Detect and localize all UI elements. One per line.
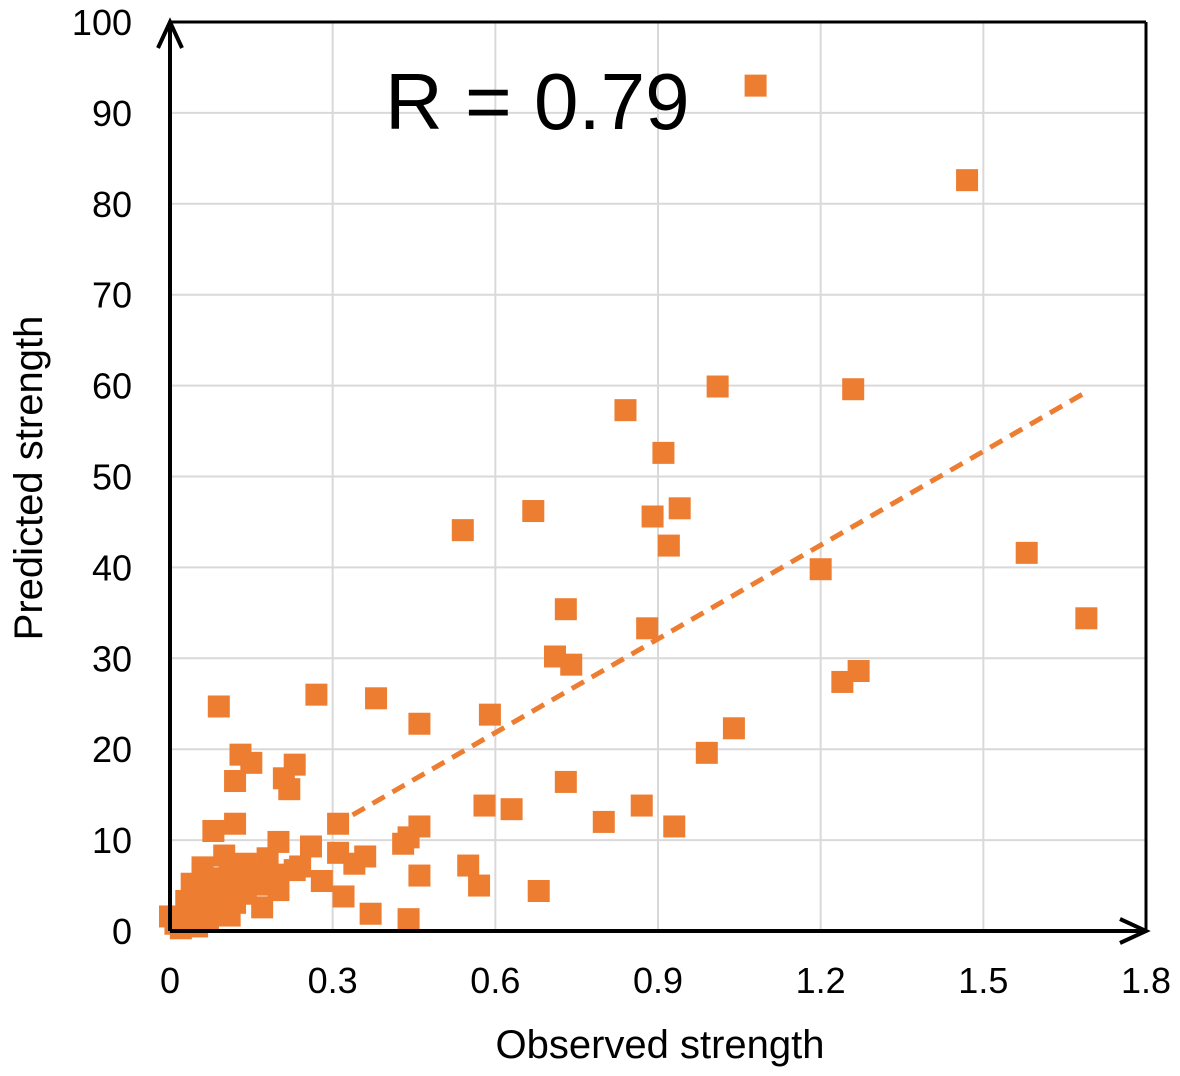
- data-point: [457, 854, 480, 877]
- data-point: [408, 864, 431, 887]
- data-point: [224, 812, 247, 835]
- grid-lines: [170, 22, 1146, 931]
- data-point: [202, 820, 225, 843]
- x-axis-title: Observed strength: [495, 1023, 824, 1067]
- data-point: [196, 880, 219, 903]
- data-point: [359, 902, 382, 925]
- data-point: [289, 855, 312, 878]
- data-point: [630, 794, 653, 817]
- x-tick-label: 1.8: [1121, 960, 1171, 1001]
- data-point: [500, 798, 523, 821]
- data-point: [332, 885, 355, 908]
- data-point: [310, 870, 333, 893]
- data-point: [592, 810, 615, 833]
- data-point: [343, 852, 366, 875]
- data-point: [657, 534, 680, 557]
- data-point: [1075, 607, 1098, 630]
- data-point: [299, 835, 322, 858]
- data-point: [522, 500, 545, 523]
- data-point: [240, 860, 263, 883]
- data-point: [478, 703, 501, 726]
- y-tick-label: 100: [72, 2, 132, 43]
- data-point: [224, 770, 247, 793]
- trendline-layer: [331, 389, 1088, 829]
- data-point: [169, 917, 192, 940]
- data-point: [240, 751, 263, 774]
- data-point: [327, 812, 350, 835]
- y-tick-label: 50: [92, 457, 132, 498]
- y-tick-label: 90: [92, 93, 132, 134]
- data-point: [554, 598, 577, 621]
- data-point: [695, 741, 718, 764]
- data-point: [956, 169, 979, 192]
- y-tick-label: 70: [92, 275, 132, 316]
- data-point: [831, 670, 854, 693]
- tick-labels: 0 0.3 0.6 0.9 1.2 1.5 1.8 0 10 20 30 40 50 60 70 80 90 10…: [72, 2, 1171, 1001]
- y-axis-arrow: [156, 17, 184, 49]
- data-point: [305, 683, 328, 706]
- y-tick-label: 30: [92, 638, 132, 679]
- data-point: [365, 687, 388, 710]
- data-point: [262, 863, 285, 886]
- y-tick-label: 40: [92, 547, 132, 588]
- data-point: [527, 880, 550, 903]
- data-point: [668, 497, 691, 520]
- data-point: [278, 778, 301, 801]
- data-point: [641, 505, 664, 528]
- data-point: [636, 617, 659, 640]
- x-axis-arrow: [1119, 917, 1151, 945]
- data-point: [722, 717, 745, 740]
- data-point: [744, 74, 767, 97]
- data-point: [1015, 541, 1038, 564]
- x-tick-label: 0: [160, 960, 180, 1001]
- data-point: [652, 441, 675, 464]
- x-tick-label: 1.2: [796, 960, 846, 1001]
- data-point: [408, 712, 431, 735]
- data-point: [554, 770, 577, 793]
- data-point: [663, 815, 686, 838]
- data-point: [473, 794, 496, 817]
- data-point: [560, 653, 583, 676]
- data-point: [207, 695, 230, 718]
- y-tick-label: 60: [92, 366, 132, 407]
- axes: [156, 17, 1151, 945]
- correlation-annotation: R = 0.79: [385, 57, 690, 146]
- x-tick-label: 0.9: [633, 960, 683, 1001]
- data-point: [218, 904, 241, 927]
- data-points: [159, 74, 1098, 940]
- y-tick-label: 20: [92, 729, 132, 770]
- data-point: [468, 874, 491, 897]
- trendline: [331, 389, 1088, 829]
- y-axis-title: Predicted strength: [7, 316, 51, 641]
- y-tick-label: 10: [92, 820, 132, 861]
- data-point: [809, 558, 832, 581]
- data-point: [706, 375, 729, 398]
- x-tick-label: 0.6: [470, 960, 520, 1001]
- x-tick-label: 1.5: [958, 960, 1008, 1001]
- x-tick-label: 0.3: [308, 960, 358, 1001]
- data-point: [397, 908, 420, 931]
- data-point: [392, 832, 415, 855]
- data-point: [451, 519, 474, 542]
- data-point: [842, 378, 865, 401]
- data-point: [614, 399, 637, 422]
- y-tick-label: 80: [92, 184, 132, 225]
- y-tick-label: 0: [112, 911, 132, 952]
- data-point: [234, 882, 257, 905]
